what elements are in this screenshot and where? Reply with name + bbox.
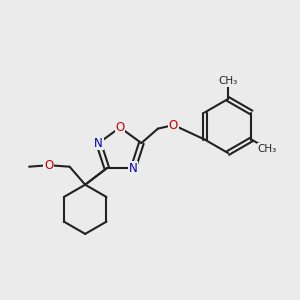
Text: O: O — [116, 121, 124, 134]
Text: O: O — [44, 159, 53, 172]
Text: O: O — [169, 118, 178, 131]
Text: N: N — [129, 162, 138, 175]
Text: CH₃: CH₃ — [218, 76, 238, 86]
Text: N: N — [94, 136, 103, 149]
Text: CH₃: CH₃ — [257, 143, 277, 154]
